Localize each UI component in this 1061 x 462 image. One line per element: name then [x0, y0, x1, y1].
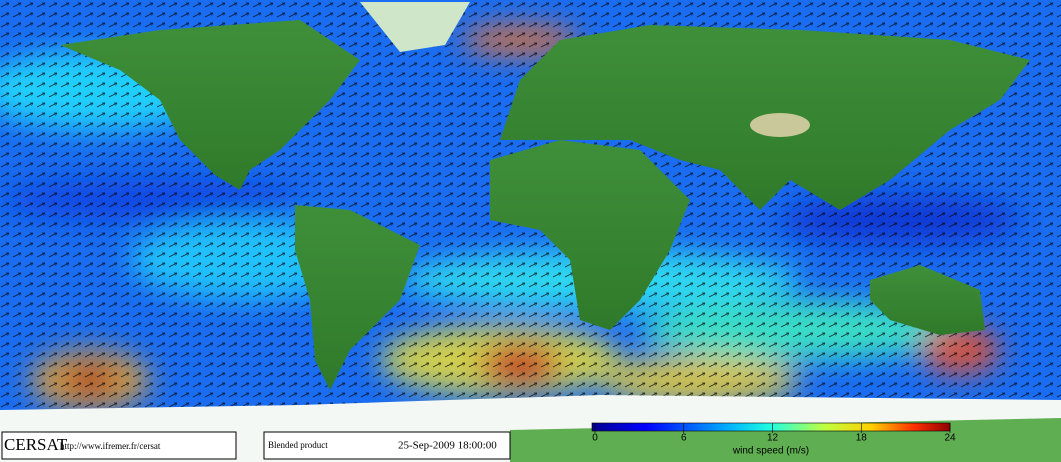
box [1, 431, 237, 460]
product-box: Blended product 25-Sep-2009 18:00:00 [263, 431, 511, 460]
colorbar-tick-label: 18 [856, 433, 868, 444]
logo: CERSAT [4, 435, 68, 454]
product: Blended product [268, 440, 328, 450]
box [263, 431, 511, 460]
colorbar-tick-label: 12 [767, 433, 779, 444]
datetime: 25-Sep-2009 18:00:00 [398, 440, 497, 452]
colorbar-ramp [591, 422, 951, 432]
colorbar-tick-label: 6 [681, 433, 687, 444]
url: http://www.ifremer.fr/cersat [60, 441, 161, 451]
colorbar: wind speed (m/s) 0 6 12 18 24 [591, 422, 956, 457]
info-box: CERSAT http://www.ifremer.fr/cersat [1, 431, 237, 460]
colorbar-label: wind speed (m/s) [732, 446, 809, 457]
colorbar-tick-label: 0 [592, 433, 598, 444]
colorbar-tick-label: 24 [944, 433, 956, 444]
